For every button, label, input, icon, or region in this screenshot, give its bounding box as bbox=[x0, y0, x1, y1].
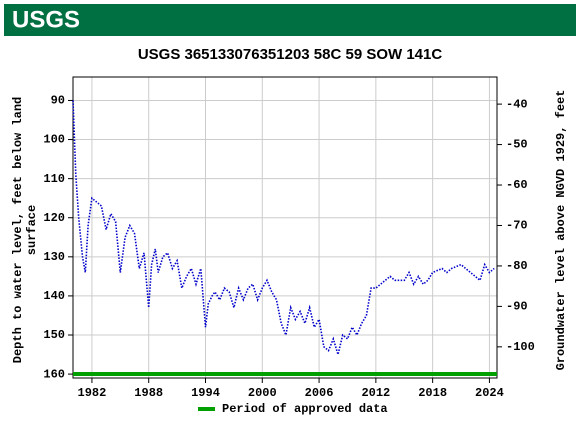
chart-title: USGS 365133076351203 58C 59 SOW 141C bbox=[138, 46, 443, 63]
y-tick-label: 140 bbox=[43, 289, 65, 303]
y2-tick-label: -50 bbox=[506, 138, 528, 152]
y-tick-label: 110 bbox=[43, 172, 65, 186]
y-tick-label: 90 bbox=[51, 94, 65, 108]
y2-axis-label: Groundwater level above NGVD 1929, feet bbox=[554, 90, 568, 371]
y2-tick-label: -100 bbox=[506, 340, 535, 354]
y2-tick-label: -40 bbox=[506, 97, 528, 111]
plot-frame bbox=[72, 76, 498, 379]
y2-tick-label: -90 bbox=[506, 300, 528, 314]
legend-label: Period of approved data bbox=[222, 402, 388, 416]
x-tick-label: 1988 bbox=[134, 386, 163, 400]
approved-period-bar bbox=[73, 372, 497, 376]
y-tick-label: 160 bbox=[43, 367, 65, 381]
y-tick-label: 130 bbox=[43, 250, 65, 264]
y-axis-label: surface bbox=[25, 205, 39, 255]
x-tick-label: 1982 bbox=[78, 386, 107, 400]
x-tick-label: 1994 bbox=[191, 386, 220, 400]
x-tick-label: 2000 bbox=[248, 386, 277, 400]
x-tick-label: 2024 bbox=[475, 386, 504, 400]
y-axis-label: Depth to water level, feet below land bbox=[11, 97, 25, 363]
y2-tick-label: -60 bbox=[506, 178, 528, 192]
logo: USGS bbox=[12, 6, 80, 33]
header-bar bbox=[4, 4, 576, 36]
x-tick-label: 2018 bbox=[418, 386, 447, 400]
y2-tick-label: -70 bbox=[506, 219, 528, 233]
y-tick-label: 150 bbox=[43, 328, 65, 342]
y-tick-label: 100 bbox=[43, 133, 65, 147]
y2-tick-label: -80 bbox=[506, 259, 528, 273]
data-line bbox=[72, 100, 495, 358]
x-tick-label: 2012 bbox=[361, 386, 390, 400]
x-tick-label: 2006 bbox=[305, 386, 334, 400]
y-tick-label: 120 bbox=[43, 211, 65, 225]
